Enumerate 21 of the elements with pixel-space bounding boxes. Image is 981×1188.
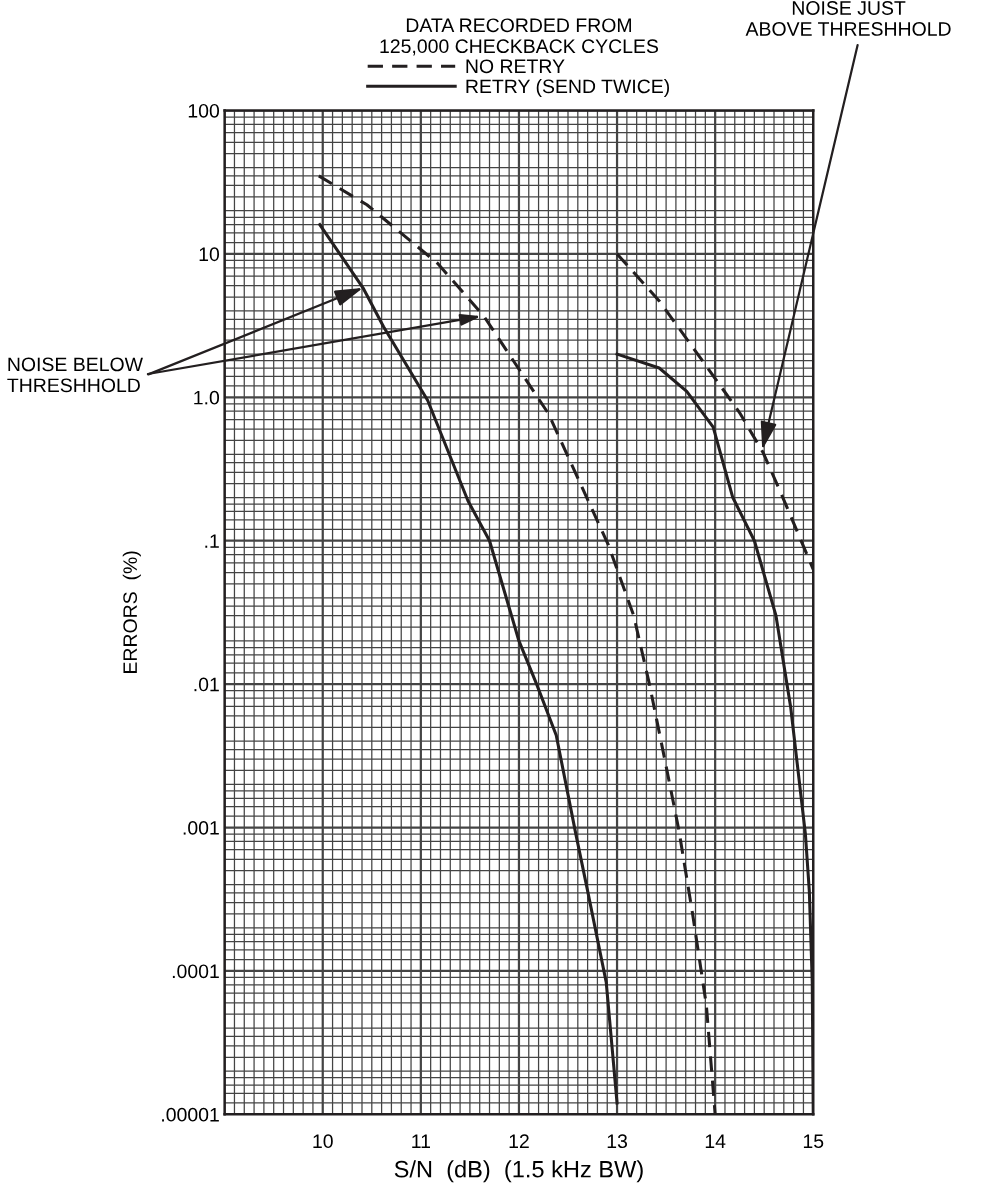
annotation: NOISE JUST ABOVE THRESHHOLD — [745, 1, 951, 36]
x-tick-label: 14 — [705, 1134, 726, 1148]
y-tick-label: .01 — [194, 677, 219, 692]
x-tick-label: 13 — [607, 1134, 628, 1149]
y-tick-label: .001 — [183, 820, 219, 835]
x-axis-title: S/N (dB) (1.5 kHz BW) — [394, 1160, 643, 1183]
y-tick-label: .1 — [205, 534, 219, 548]
legend-label: RETRY (SEND TWICE) — [466, 78, 669, 98]
annotation: NOISE BELOW THRESHHOLD — [7, 357, 143, 393]
x-tick-label: 12 — [509, 1134, 529, 1148]
y-tick-label: 100 — [188, 103, 220, 118]
y-tick-label: 1.0 — [194, 390, 220, 405]
y-tick-label: 10 — [199, 247, 220, 262]
x-tick-label: 10 — [313, 1134, 333, 1149]
y-tick-label: .0001 — [172, 964, 219, 979]
legend-title: DATA RECORDED FROM 125,000 CHECKBACK CYCLES — [380, 18, 659, 56]
x-tick-label: 11 — [412, 1134, 430, 1148]
legend-label: NO RETRY — [466, 59, 565, 74]
x-tick-label: 15 — [803, 1134, 824, 1149]
y-axis-title: ERRORS (%) — [122, 551, 141, 673]
y-tick-label: .00001 — [162, 1107, 219, 1122]
